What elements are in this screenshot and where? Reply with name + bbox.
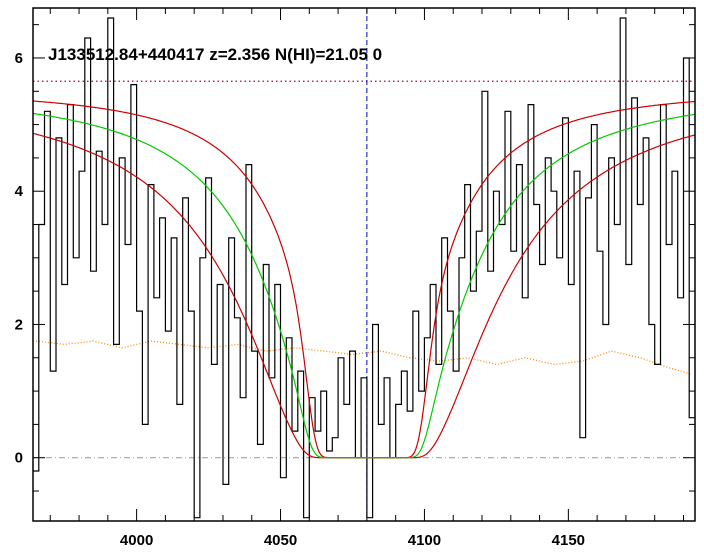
y-tick-label: 0 bbox=[15, 450, 23, 467]
y-tick-label: 2 bbox=[15, 316, 23, 333]
chart-title: J133512.84+440417 z=2.356 N(HI)=21.05 0 bbox=[48, 45, 382, 64]
plot-frame bbox=[32, 7, 696, 522]
plot-area bbox=[33, 8, 695, 521]
x-tick-label: 4050 bbox=[264, 532, 297, 549]
y-tick-label: 4 bbox=[15, 183, 24, 200]
fit-upper-bound bbox=[33, 132, 695, 459]
flux-spectrum bbox=[33, 17, 695, 519]
y-tick-label: 6 bbox=[15, 50, 23, 67]
axes: 4000 4050 4100 4150 0 2 4 6 bbox=[15, 7, 696, 549]
error-spectrum bbox=[35, 340, 693, 376]
x-tick-label: 4150 bbox=[552, 532, 585, 549]
fit-best bbox=[33, 112, 695, 459]
x-tick-label: 4000 bbox=[120, 532, 153, 549]
fit-lower-bound bbox=[33, 100, 695, 459]
x-tick-label: 4100 bbox=[408, 532, 441, 549]
